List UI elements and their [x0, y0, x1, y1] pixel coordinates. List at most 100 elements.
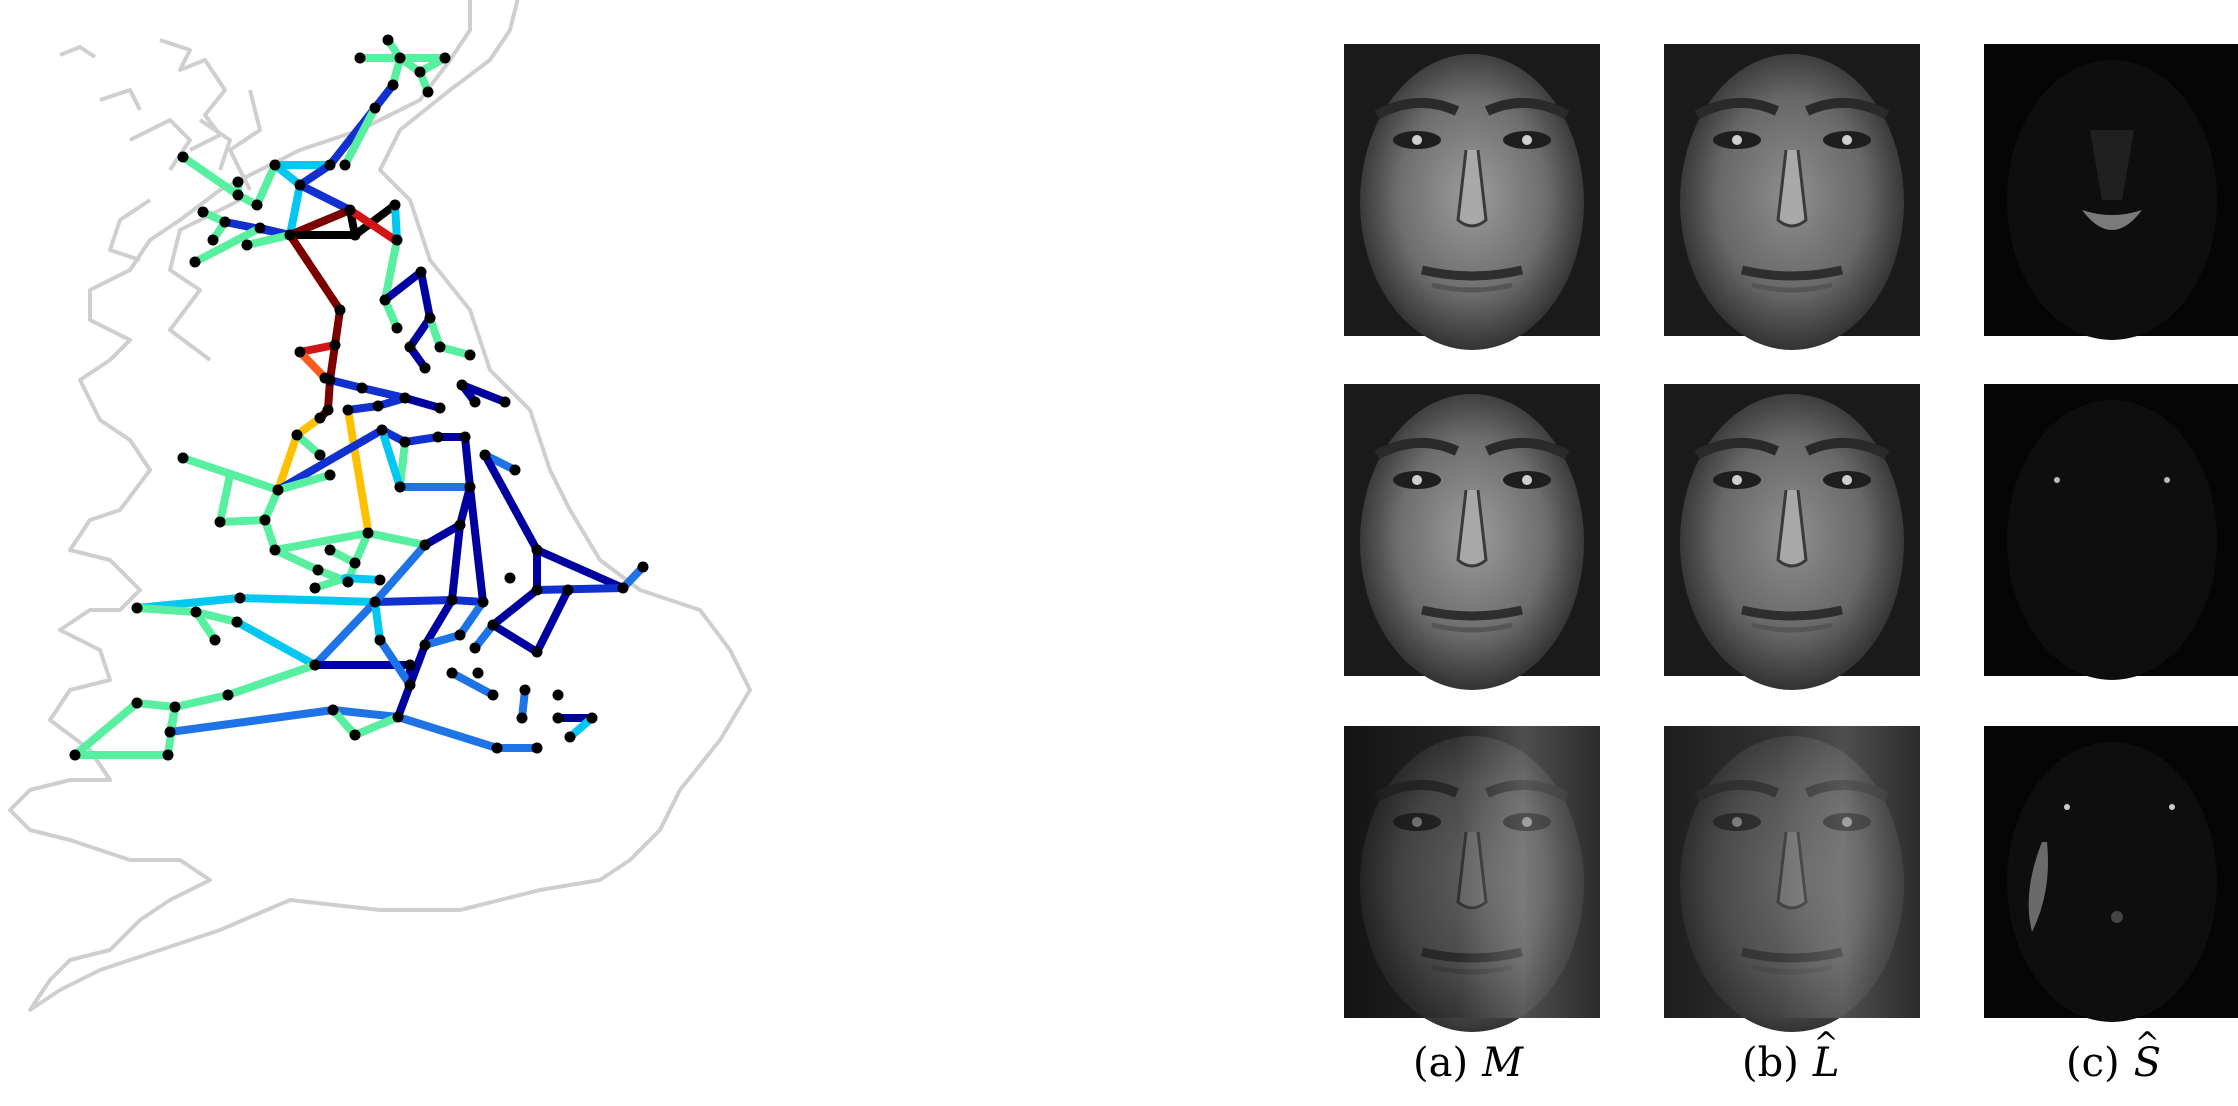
network-node [163, 750, 174, 761]
network-node [553, 690, 564, 701]
network-node [235, 593, 246, 604]
network-node [375, 575, 386, 586]
face-decomposition-grid [1300, 0, 2238, 1106]
network-node [325, 545, 336, 556]
network-node [328, 705, 339, 716]
network-node [440, 53, 451, 64]
caption-c: (c) ^ S [2066, 1040, 2161, 1086]
network-node [242, 240, 253, 251]
network-edge [375, 600, 452, 602]
network-node [232, 617, 243, 628]
network-node [132, 698, 143, 709]
network-node [210, 635, 221, 646]
network-edge [137, 703, 175, 707]
network-node [416, 267, 427, 278]
network-node [377, 425, 388, 436]
network-node [380, 295, 391, 306]
network-edge [300, 185, 350, 210]
network-edge [470, 487, 483, 602]
network-edge [460, 602, 483, 635]
network-edge [493, 590, 537, 625]
coastline-outline [10, 0, 750, 1010]
network-node [532, 545, 543, 556]
network-node [563, 585, 574, 596]
network-edge [237, 622, 315, 665]
network-node [457, 380, 468, 391]
network-node [233, 177, 244, 188]
network-node [325, 375, 336, 386]
caption-b-symbol: ^ L [1813, 1040, 1840, 1086]
network-edge [493, 625, 537, 652]
network-node [295, 347, 306, 358]
network-edge [421, 272, 430, 318]
network-node [435, 403, 446, 414]
network-edge [375, 602, 380, 640]
network-node [553, 713, 564, 724]
network-edge [368, 533, 425, 545]
network-node [233, 190, 244, 201]
network-node [420, 640, 431, 651]
network-node [310, 583, 321, 594]
caption-a-symbol: M [1482, 1040, 1523, 1086]
network-edge [275, 533, 368, 550]
network-node [455, 520, 466, 531]
network-edge [452, 525, 460, 600]
network-node [260, 515, 271, 526]
network-node [618, 583, 629, 594]
network-node [400, 393, 411, 404]
network-node [325, 470, 336, 481]
face-tile-sparse-row1 [1984, 44, 2238, 340]
network-node [395, 482, 406, 493]
network-node [313, 565, 324, 576]
network-node [480, 450, 491, 461]
caption-b: (b) ^ L [1742, 1040, 1839, 1086]
network-node [330, 340, 341, 351]
network-node [478, 597, 489, 608]
network-node [532, 743, 543, 754]
network-node [500, 397, 511, 408]
network-edge [398, 717, 497, 748]
network-edge [220, 520, 265, 522]
network-node [190, 257, 201, 268]
network-node [420, 363, 431, 374]
network-edge [175, 695, 228, 707]
caption-a-label: (a) [1413, 1040, 1468, 1086]
network-edge [452, 673, 493, 695]
face-tile-observed-row3 [1344, 726, 1600, 1032]
network-node [292, 430, 303, 441]
network-node [220, 217, 231, 228]
network-node [325, 160, 336, 171]
network-node [470, 397, 481, 408]
network-edge [375, 545, 425, 602]
network-node [395, 53, 406, 64]
network-node [270, 160, 281, 171]
network-node [350, 230, 361, 241]
network-node [393, 712, 404, 723]
power-grid-network-map [0, 0, 930, 1106]
network-node [638, 562, 649, 573]
network-node [310, 660, 321, 671]
face-tile-sparse-row2 [1984, 384, 2238, 680]
network-node [425, 313, 436, 324]
network-edge [220, 475, 230, 522]
network-edge [290, 235, 340, 310]
network-node [315, 413, 326, 424]
network-node [435, 342, 446, 353]
network-node [370, 103, 381, 114]
network-node [375, 635, 386, 646]
network-node [433, 432, 444, 443]
network-node [285, 230, 296, 241]
network-node [465, 350, 476, 361]
network-node [455, 630, 466, 641]
network-node [405, 680, 416, 691]
network-node [383, 35, 394, 46]
network-node [392, 235, 403, 246]
network-node [473, 668, 484, 679]
network-node [208, 235, 219, 246]
network-node [345, 205, 356, 216]
network-node [350, 730, 361, 741]
network-node [223, 690, 234, 701]
network-node [405, 660, 416, 671]
face-tile-low-rank-row2 [1664, 384, 1920, 690]
network-edge [465, 437, 470, 487]
